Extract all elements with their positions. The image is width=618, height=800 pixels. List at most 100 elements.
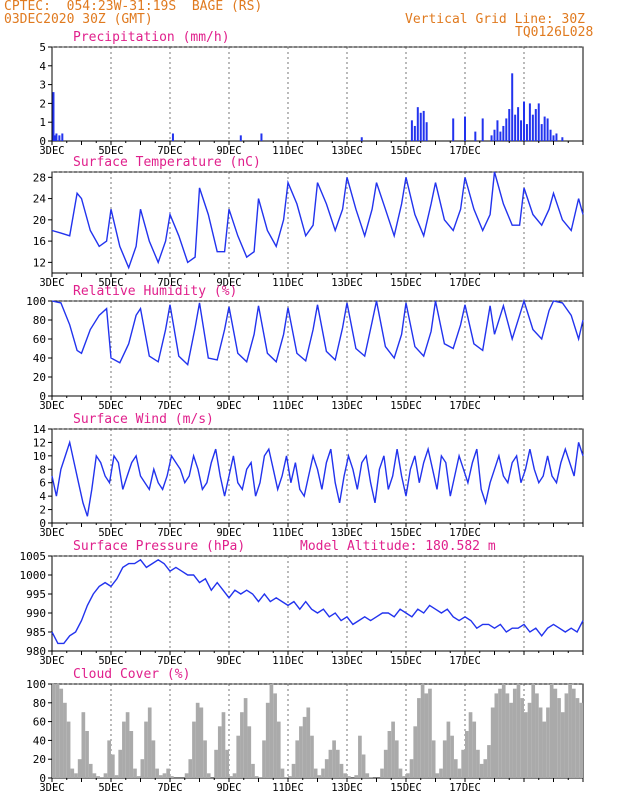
series-line <box>51 439 584 517</box>
y-tick-label: 80 <box>33 697 46 710</box>
cloud-bar <box>321 768 325 778</box>
precip-bar <box>525 124 528 141</box>
cloud-bar <box>476 749 480 778</box>
y-tick-label: 8 <box>39 463 46 476</box>
cloud-bar <box>188 759 193 778</box>
cloud-bar <box>284 777 288 778</box>
x-tick-label: 7DEC <box>157 145 182 157</box>
cloud-bar <box>450 735 454 778</box>
y-tick-label: 0 <box>39 517 46 530</box>
cloud-bar <box>195 702 200 778</box>
x-tick-label: 7DEC <box>157 782 182 794</box>
x-tick-label: 13DEC <box>331 145 363 157</box>
cloud-bar <box>431 740 436 778</box>
cloud-bar <box>103 773 108 778</box>
cloud-bar <box>251 763 255 778</box>
cloud-bar <box>391 721 395 778</box>
cloud-bar <box>387 731 392 778</box>
model-altitude: Model Altitude: 180.582 m <box>300 539 496 554</box>
cloud-bar <box>380 768 384 778</box>
cloud-bar <box>542 721 547 778</box>
y-tick-label: 100 <box>26 678 46 691</box>
y-tick-label: 6 <box>39 477 46 490</box>
x-tick-label: 17DEC <box>449 145 481 157</box>
cloud-bar <box>487 745 491 778</box>
series-line <box>51 298 584 366</box>
cloud-bar <box>465 731 469 778</box>
panel-title: Relative Humidity (%) <box>73 284 237 299</box>
cloud-bar <box>225 749 229 778</box>
y-tick-label: 2 <box>39 97 46 110</box>
cloud-bar <box>501 684 506 778</box>
y-tick-label: 20 <box>33 753 46 766</box>
cloud-bar <box>122 721 126 778</box>
cloud-bar <box>453 759 458 778</box>
y-tick-label: 1005 <box>20 550 47 563</box>
x-tick-label: 5DEC <box>98 400 123 412</box>
cloud-bar <box>214 749 218 778</box>
cloud-bar <box>151 740 156 778</box>
precip-bar <box>360 137 363 141</box>
x-tick-label: 17DEC <box>449 527 481 539</box>
cloud-bar <box>276 721 281 778</box>
cloud-bar <box>409 759 414 778</box>
x-tick-label: 3DEC <box>39 782 64 794</box>
precip-bar <box>410 120 413 141</box>
cloud-bar <box>317 775 322 778</box>
cloud-bar <box>531 684 536 778</box>
y-tick-label: 40 <box>33 734 46 747</box>
y-tick-label: 1 <box>39 116 46 129</box>
precip-bar <box>528 103 531 141</box>
y-tick-label: 990 <box>26 607 46 620</box>
cloud-bar <box>512 688 517 778</box>
x-tick-label: 9DEC <box>216 655 241 667</box>
precip-bar <box>474 131 477 141</box>
y-tick-label: 1000 <box>20 569 47 582</box>
cloud-bar <box>273 693 277 778</box>
cloud-bar <box>129 731 134 778</box>
x-tick-label: 11DEC <box>272 527 304 539</box>
cloud-bar <box>505 693 510 778</box>
cloud-bar <box>74 773 78 778</box>
cloud-bar <box>461 749 465 778</box>
cloud-bar <box>306 707 311 778</box>
cloud-bar <box>483 759 488 778</box>
cloud-bar <box>291 763 296 778</box>
y-tick-label: 4 <box>39 490 46 503</box>
x-tick-label: 7DEC <box>157 655 182 667</box>
cloud-bar <box>269 684 274 778</box>
panel-title: Surface Wind (m/s) <box>73 412 214 427</box>
x-tick-label: 11DEC <box>272 145 304 157</box>
cloud-bar <box>332 740 336 778</box>
x-tick-label: 3DEC <box>39 277 64 289</box>
precip-bar <box>499 131 502 141</box>
cloud-bar <box>361 754 366 778</box>
y-tick-label: 24 <box>33 193 47 206</box>
x-tick-label: 17DEC <box>449 277 481 289</box>
y-tick-label: 100 <box>26 295 46 308</box>
precip-bar <box>260 133 263 141</box>
precip-bar <box>53 135 56 141</box>
y-tick-label: 60 <box>33 333 46 346</box>
cloud-bar <box>147 707 152 778</box>
model-code: TQ0126L028 <box>515 25 594 40</box>
cloud-bar <box>88 763 93 778</box>
precip-bar <box>511 73 514 141</box>
cloud-bar <box>310 735 314 778</box>
cloud-bar <box>107 740 111 778</box>
panel-title: Precipitation (mm/h) <box>73 30 230 45</box>
precip-bar <box>171 133 174 141</box>
run-date: 03DEC2020 30Z (GMT) <box>4 12 153 27</box>
y-tick-label: 20 <box>33 371 46 384</box>
panel-frame <box>51 300 584 397</box>
cloud-bar <box>527 702 532 778</box>
cloud-bar <box>59 688 64 778</box>
cloud-bar <box>347 776 351 778</box>
cloud-bar <box>144 721 148 778</box>
cloud-bar <box>490 707 495 778</box>
x-tick-label: 5DEC <box>98 277 123 289</box>
precip-bar <box>416 107 419 141</box>
cloud-bar <box>324 759 329 778</box>
cloud-bar <box>369 777 373 778</box>
